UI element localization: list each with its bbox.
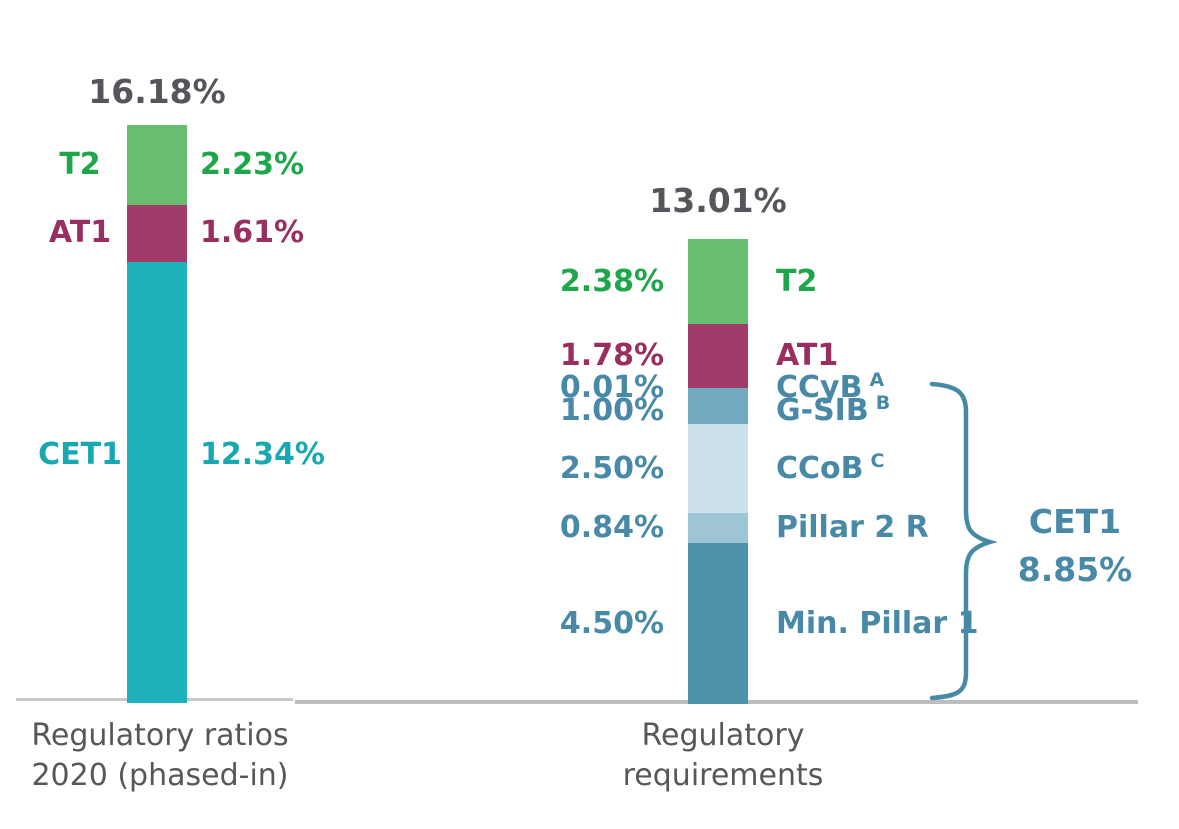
value-label-ccob: 2.50%	[559, 450, 664, 486]
value-label-min-pillar-1: 4.50%	[559, 605, 664, 641]
value-label-cet1: 12.34%	[200, 436, 325, 472]
value-label-at1: 1.61%	[200, 215, 305, 251]
x-axis-label-regulatory-ratios: Regulatory ratios 2020 (phased-in)	[5, 716, 315, 796]
footnote-marker-g-sib: B	[875, 392, 891, 415]
value-label-t2: 2.38%	[559, 263, 664, 299]
name-label-ccyb: CCyB A	[776, 369, 885, 406]
cet1-brace	[929, 381, 998, 701]
name-label-g-sib: G-SIB B	[776, 392, 891, 429]
value-label-pillar-2-r: 0.84%	[559, 510, 664, 546]
value-label-g-sib: 1.00%	[559, 393, 664, 429]
x-axis-label-regulatory-requirements: Regulatory requirements	[568, 716, 878, 796]
name-label-t2: T2	[59, 146, 101, 182]
bar-segment-g-sib	[688, 388, 748, 424]
bar-segment-ccob	[688, 423, 748, 514]
total-label-regulatory-ratios: 16.18%	[88, 72, 226, 111]
name-label-ccob: CCoB C	[776, 449, 885, 486]
name-label-t2: T2	[776, 263, 818, 299]
cet1-annotation: CET1 8.85%	[1000, 498, 1150, 594]
bar-segment-t2	[127, 125, 187, 205]
x-axis-label-line: requirements	[622, 758, 824, 793]
total-label-regulatory-requirements: 13.01%	[649, 181, 787, 220]
bar-segment-t2	[688, 239, 748, 325]
value-label-t2: 2.23%	[200, 146, 305, 182]
bar-segment-at1	[127, 204, 187, 263]
cet1-annotation-value: 8.85%	[1017, 550, 1133, 589]
bar-segment-at1	[688, 324, 748, 388]
bar-segment-min-pillar-1	[688, 543, 748, 704]
footnote-marker-ccob: C	[870, 449, 885, 472]
bar-segment-cet1	[127, 262, 187, 703]
name-label-at1: AT1	[776, 338, 839, 374]
cet1-brace-path	[929, 381, 998, 701]
name-label-min-pillar-1: Min. Pillar 1	[776, 605, 979, 641]
x-axis-label-line: 2020 (phased-in)	[31, 758, 289, 793]
x-axis-label-line: Regulatory	[641, 718, 805, 753]
cet1-annotation-label: CET1	[1028, 502, 1122, 541]
value-label-ccyb: 0.01%	[559, 370, 664, 406]
value-label-at1: 1.78%	[559, 338, 664, 374]
name-label-at1: AT1	[48, 215, 112, 251]
footnote-marker-ccyb: A	[869, 369, 885, 392]
x-axis-label-line: Regulatory ratios	[31, 718, 289, 753]
bar-segment-pillar-2-r	[688, 513, 748, 544]
name-label-pillar-2-r: Pillar 2 R	[776, 510, 929, 546]
name-label-cet1: CET1	[38, 436, 122, 472]
